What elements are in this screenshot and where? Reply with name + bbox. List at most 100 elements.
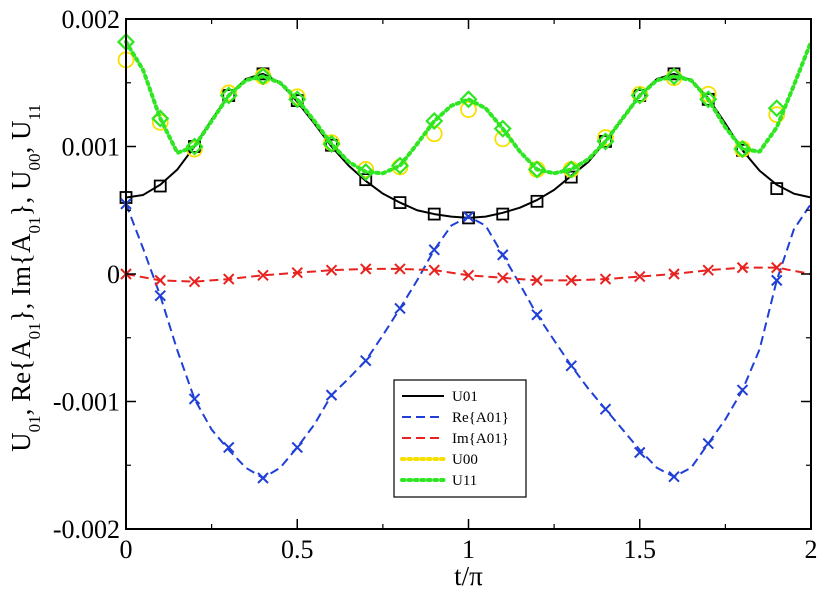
marker-stroke — [428, 264, 440, 276]
y-tick-label: -0.002 — [53, 515, 120, 544]
data-point-u01 — [153, 179, 167, 193]
data-point-u11 — [562, 160, 581, 179]
data-point-u11 — [185, 137, 204, 156]
tick-labels: 0 0.5 1 1.5 2 -0.002 -0.001 0 0.001 0.002 — [53, 5, 818, 564]
data-point-re-a01 — [668, 471, 680, 483]
marker-stroke — [565, 274, 577, 287]
marker-stroke — [154, 289, 166, 302]
data-point-u11 — [767, 99, 786, 118]
data-point-im-a01 — [291, 267, 303, 279]
data-point-re-a01 — [154, 289, 166, 302]
marker-stroke — [599, 403, 612, 415]
data-point-im-a01 — [634, 270, 646, 283]
marker-stroke — [736, 384, 749, 396]
data-point-u11 — [288, 90, 307, 109]
data-point-u11 — [390, 156, 410, 175]
marker-stroke — [702, 437, 714, 450]
y-axis-label-part: , Re{A — [6, 339, 36, 415]
marker-stroke — [154, 274, 166, 287]
y-tick-label: 0 — [107, 260, 120, 289]
data-point-re-a01 — [634, 446, 646, 459]
marker-stroke — [634, 270, 646, 283]
marker-stroke — [462, 269, 475, 281]
marker-stroke — [257, 472, 269, 484]
x-axis-label: t/π — [454, 561, 483, 591]
marker-stroke — [771, 261, 783, 274]
marker-stroke — [668, 268, 680, 280]
data-point-u01 — [530, 194, 544, 208]
data-point-re-a01 — [599, 403, 612, 415]
data-point-re-a01 — [291, 441, 303, 454]
data-point-u11 — [151, 109, 170, 128]
data-point-u01 — [427, 207, 441, 221]
marker-stroke — [360, 263, 372, 275]
data-point-re-a01 — [497, 249, 509, 261]
data-point-u11 — [493, 119, 512, 138]
legend-label: Im{A01} — [452, 431, 509, 447]
data-point-im-a01 — [462, 269, 475, 281]
data-point-re-a01 — [565, 360, 577, 372]
plot-area — [116, 32, 813, 484]
x-tick-label: 0.5 — [281, 535, 314, 564]
data-point-re-a01 — [360, 354, 372, 367]
series-u00 — [117, 51, 786, 178]
marker-stroke — [188, 393, 201, 405]
data-point-u11 — [699, 90, 718, 109]
data-point-re-a01 — [428, 244, 440, 256]
data-point-u00 — [288, 88, 306, 106]
data-point-im-a01 — [599, 273, 612, 285]
data-point-im-a01 — [223, 273, 235, 285]
data-point-re-a01 — [223, 441, 235, 454]
data-point-u11 — [219, 86, 238, 105]
marker-stroke — [291, 441, 303, 454]
data-point-u01 — [770, 182, 784, 195]
marker-stroke — [599, 273, 612, 285]
data-point-re-a01 — [702, 437, 714, 450]
data-point-u00 — [597, 129, 614, 146]
data-point-re-a01 — [325, 389, 338, 401]
data-point-re-a01 — [736, 384, 749, 396]
data-point-re-a01 — [394, 302, 406, 315]
axis-ticks — [125, 18, 812, 530]
marker-stroke — [188, 275, 201, 288]
y-axis-label-subscript: 00 — [25, 154, 44, 171]
y-axis-label-part: , U — [6, 121, 36, 154]
data-point-im-a01 — [736, 261, 749, 274]
marker-stroke — [531, 274, 543, 287]
series-re-a01 — [120, 198, 812, 484]
marker-stroke — [394, 263, 406, 275]
marker-stroke — [360, 354, 372, 367]
y-axis-label-subscript: 01 — [25, 415, 44, 432]
data-point-re-a01 — [462, 210, 475, 223]
series-line-u11 — [124, 39, 813, 176]
data-point-im-a01 — [497, 272, 509, 284]
data-point-re-a01 — [531, 309, 543, 321]
marker-stroke — [223, 273, 235, 285]
y-tick-label: 0.002 — [62, 5, 121, 34]
y-axis-label-subscript: 01 — [25, 216, 44, 233]
data-point-u11 — [253, 67, 273, 86]
y-tick-label: -0.001 — [53, 388, 120, 417]
x-tick-label: 1.5 — [624, 535, 657, 564]
marker-stroke — [257, 269, 269, 281]
legend-label: U01 — [452, 389, 478, 405]
marker-stroke — [394, 302, 406, 315]
data-point-u11 — [527, 160, 547, 179]
data-point-u01 — [359, 173, 373, 187]
data-point-re-a01 — [188, 393, 201, 405]
series-im-a01 — [120, 261, 812, 288]
legend-label: Re{A01} — [452, 410, 509, 426]
data-point-u11 — [664, 67, 684, 86]
data-point-im-a01 — [428, 264, 440, 276]
data-point-u11 — [425, 111, 444, 131]
data-point-im-a01 — [394, 263, 406, 275]
data-point-u01 — [496, 207, 510, 221]
data-point-im-a01 — [668, 268, 680, 280]
data-point-u00 — [460, 101, 477, 118]
marker-stroke — [291, 267, 303, 279]
marker-stroke — [634, 446, 646, 459]
data-point-u11 — [322, 134, 341, 154]
y-tick-label: 0.001 — [62, 133, 121, 162]
marker-stroke — [702, 264, 714, 276]
